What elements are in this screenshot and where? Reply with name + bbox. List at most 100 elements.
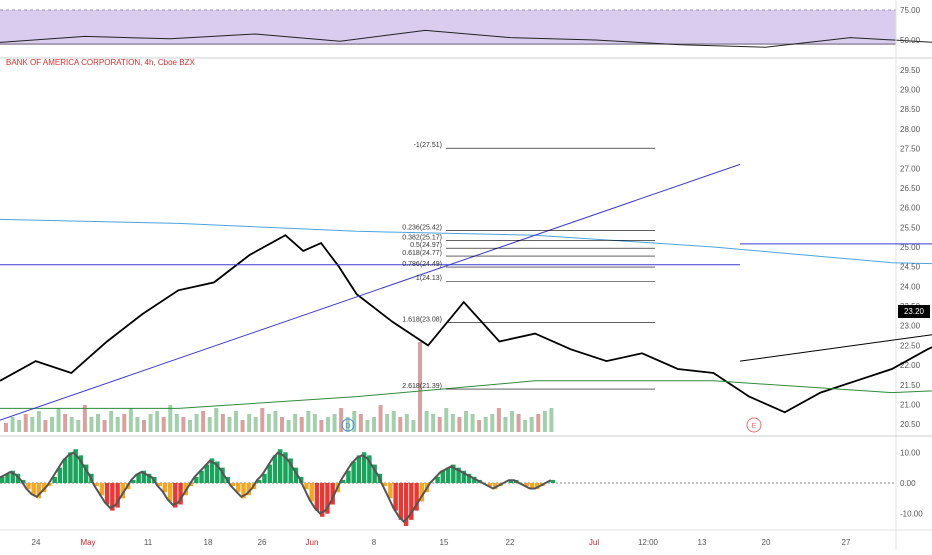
x-axis-tick: 13 bbox=[698, 538, 707, 547]
osc-bar bbox=[131, 479, 136, 483]
osc-bar bbox=[204, 464, 210, 483]
osc-bar bbox=[388, 483, 393, 499]
fib-level-label: 2.618(21.39) bbox=[402, 383, 442, 390]
dividend-marker bbox=[341, 418, 355, 432]
osc-bar bbox=[110, 483, 115, 511]
volume-bar bbox=[234, 411, 238, 432]
volume-bar bbox=[220, 414, 225, 432]
volume-bar bbox=[122, 414, 127, 432]
osc-bar bbox=[529, 483, 535, 490]
price-y-tick: 26.00 bbox=[900, 204, 921, 213]
volume-bar bbox=[444, 408, 449, 432]
osc-bar bbox=[524, 483, 529, 487]
volume-bar bbox=[109, 411, 114, 432]
dividend-marker-label: D bbox=[345, 423, 350, 430]
osc-bar bbox=[68, 452, 73, 483]
osc-bar bbox=[309, 483, 314, 502]
fib-level-label: 0.382(25.17) bbox=[402, 234, 442, 241]
volume-bar bbox=[128, 408, 133, 432]
osc-bar bbox=[36, 483, 42, 499]
volume-bar bbox=[457, 417, 462, 432]
osc-bar bbox=[461, 470, 467, 483]
osc-bar bbox=[104, 483, 110, 505]
volume-bar bbox=[148, 414, 153, 432]
osc-bar bbox=[31, 483, 36, 496]
volume-bar bbox=[4, 423, 8, 432]
fib-level-label: 1.618(23.08) bbox=[402, 317, 442, 324]
fib-level-label: -1(27.51) bbox=[414, 142, 442, 149]
volume-bar bbox=[181, 417, 186, 432]
price-y-tick: 20.50 bbox=[900, 420, 921, 429]
price-y-tick: 22.00 bbox=[900, 361, 921, 370]
osc-bar bbox=[194, 476, 199, 483]
osc-bar bbox=[0, 476, 5, 483]
volume-bar bbox=[280, 417, 284, 432]
price-y-tick: 29.00 bbox=[900, 86, 921, 95]
x-axis-tick: 22 bbox=[506, 538, 515, 547]
volume-bar bbox=[240, 420, 245, 432]
osc-bar bbox=[288, 458, 293, 483]
osc-bar bbox=[398, 483, 404, 520]
price-y-tick: 26.50 bbox=[900, 184, 921, 193]
x-axis-tick: 18 bbox=[204, 538, 213, 547]
volume-bar bbox=[372, 417, 376, 432]
osc-bar bbox=[361, 452, 367, 483]
osc-bar bbox=[209, 458, 215, 483]
osc-bar bbox=[136, 473, 141, 483]
osc-bar bbox=[78, 455, 84, 483]
osc-bar bbox=[141, 470, 147, 483]
ma-blue-line bbox=[0, 218, 932, 265]
last-price-badge: 23.20 bbox=[898, 305, 930, 318]
volume-bar bbox=[155, 411, 160, 432]
volume-bar bbox=[142, 420, 146, 432]
rsi-band bbox=[0, 10, 896, 45]
volume-bar bbox=[326, 417, 330, 432]
volume-bar bbox=[490, 414, 495, 432]
fib-level-label: 0.618(24.77) bbox=[402, 250, 442, 257]
volume-bar bbox=[260, 408, 265, 432]
osc-bar bbox=[330, 483, 335, 505]
osc-bar bbox=[162, 483, 168, 493]
volume-bar bbox=[214, 408, 219, 432]
volume-bar bbox=[102, 420, 107, 432]
volume-bar bbox=[477, 420, 482, 432]
volume-bar bbox=[266, 414, 271, 432]
osc-y-tick: 10.00 bbox=[900, 448, 921, 457]
volume-bar bbox=[385, 414, 390, 432]
price-y-tick: 21.50 bbox=[900, 381, 921, 390]
volume-bar bbox=[82, 405, 87, 432]
osc-bar bbox=[325, 483, 330, 514]
osc-bar bbox=[188, 483, 194, 487]
volume-bar bbox=[378, 405, 383, 432]
fib-level-label: 0.236(25.42) bbox=[402, 224, 442, 231]
osc-bar bbox=[419, 483, 425, 502]
volume-bar bbox=[43, 420, 48, 432]
fib-level-label: 1(24.13) bbox=[416, 275, 442, 282]
osc-bar bbox=[367, 455, 372, 483]
osc-bar bbox=[10, 470, 15, 483]
osc-bar bbox=[157, 483, 162, 487]
osc-bar bbox=[120, 483, 126, 499]
osc-bar bbox=[409, 483, 414, 520]
x-axis-tick: 15 bbox=[440, 538, 449, 547]
volume-bar bbox=[418, 342, 422, 432]
volume-bar bbox=[339, 408, 344, 432]
volume-bar bbox=[63, 414, 68, 432]
volume-bar bbox=[174, 414, 179, 432]
volume-bar bbox=[115, 417, 120, 432]
osc-bar bbox=[487, 483, 493, 487]
rsi-y-tick: 50.00 bbox=[900, 36, 921, 45]
volume-bar bbox=[510, 411, 514, 432]
price-line bbox=[0, 234, 932, 414]
volume-bar bbox=[536, 414, 541, 432]
volume-bar bbox=[227, 417, 232, 432]
osc-bar bbox=[435, 476, 440, 483]
osc-bar bbox=[52, 476, 57, 483]
volume-bar bbox=[365, 420, 370, 432]
volume-bar bbox=[293, 414, 298, 432]
volume-bar bbox=[286, 420, 291, 432]
volume-bar bbox=[10, 417, 15, 432]
osc-bar bbox=[340, 479, 346, 483]
osc-bar bbox=[146, 473, 152, 483]
